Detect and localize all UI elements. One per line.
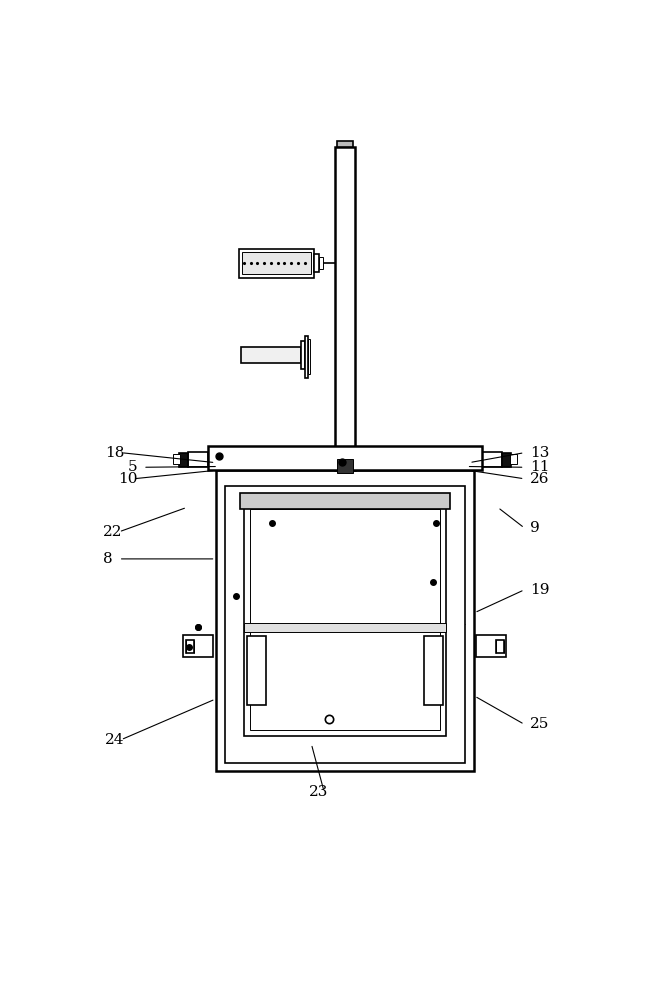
Bar (301, 341, 305, 369)
Bar (482, 452, 502, 467)
Bar (240, 493, 450, 509)
Bar (337, 459, 353, 473)
Text: 26: 26 (530, 472, 549, 486)
Bar (337, 141, 353, 147)
Bar (305, 336, 308, 378)
Bar (308, 339, 310, 374)
Text: 25: 25 (530, 717, 549, 731)
Text: 19: 19 (530, 583, 549, 597)
Bar (241, 347, 301, 363)
Bar (496, 640, 504, 653)
Text: 18: 18 (106, 446, 125, 460)
Bar (502, 453, 511, 466)
Bar (216, 470, 474, 771)
Bar (244, 623, 446, 632)
Bar (424, 636, 444, 705)
Bar (242, 252, 311, 274)
Bar (208, 446, 482, 470)
Bar (250, 509, 440, 730)
Bar (179, 453, 188, 466)
Bar (239, 249, 314, 278)
Text: 9: 9 (530, 521, 540, 535)
Bar (476, 635, 506, 657)
Bar (246, 636, 267, 705)
Bar (319, 257, 323, 269)
Bar (314, 254, 319, 272)
Bar (186, 640, 194, 653)
Text: 5: 5 (128, 460, 137, 474)
Bar (335, 147, 355, 470)
Text: 8: 8 (103, 552, 113, 566)
Text: 10: 10 (118, 472, 137, 486)
Text: 22: 22 (103, 525, 123, 539)
Bar (216, 449, 474, 467)
Text: 24: 24 (106, 733, 125, 747)
Text: 11: 11 (530, 460, 549, 474)
Bar (510, 454, 517, 464)
Bar (244, 500, 446, 736)
Bar (225, 486, 465, 763)
Bar (184, 635, 214, 657)
Text: 23: 23 (309, 785, 328, 799)
Bar (188, 452, 208, 467)
Text: 13: 13 (530, 446, 549, 460)
Bar (172, 454, 180, 464)
